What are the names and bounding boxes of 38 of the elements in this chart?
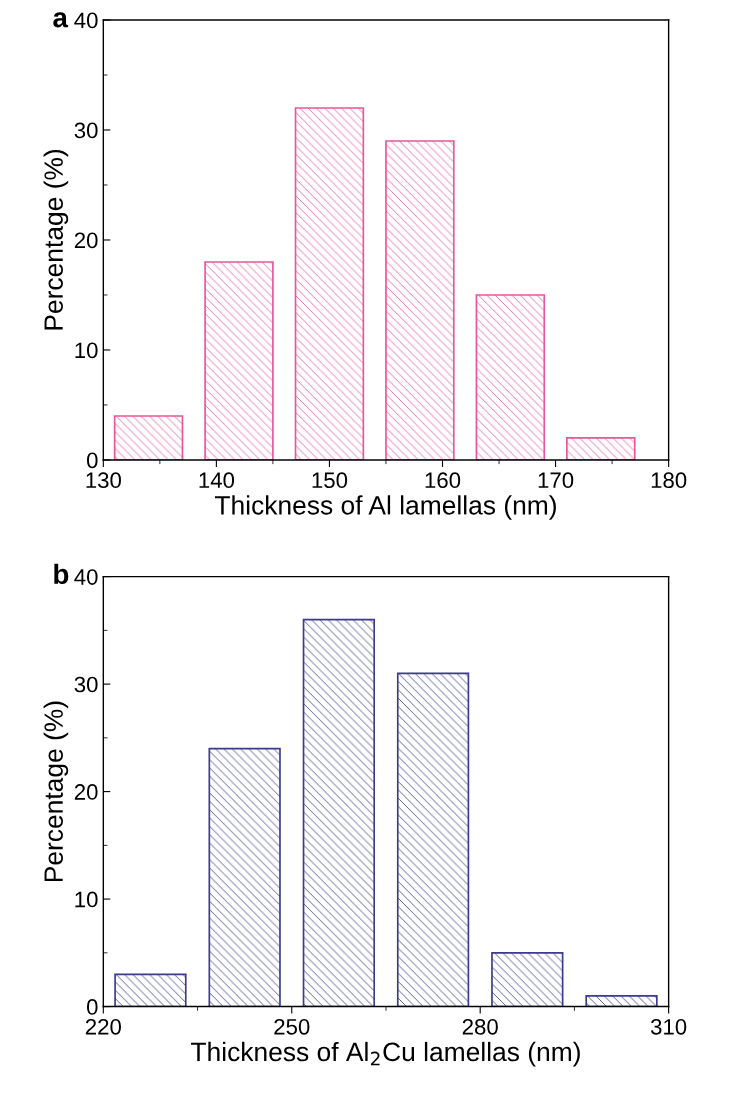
bar: [566, 437, 636, 460]
x-axis-title: Thickness of Al lamellas (nm): [214, 495, 556, 520]
x-tick-label: 250: [274, 1018, 310, 1035]
x-tick-label: 130: [86, 472, 121, 489]
y-tick-label: 20: [74, 232, 98, 249]
bar: [113, 415, 184, 460]
chart-title: a: [53, 12, 69, 28]
y-tick-label: 40: [74, 12, 98, 29]
x-tick-label: 310: [650, 1018, 687, 1035]
x-tick-label: 150: [312, 472, 348, 489]
x-tick-label: 170: [538, 472, 574, 489]
bar: [114, 973, 187, 1007]
y-tick-label: 10: [75, 891, 98, 908]
x-tick-label: 180: [651, 472, 687, 489]
bar: [302, 618, 376, 1007]
x-tick-label: 280: [462, 1018, 498, 1035]
y-tick-label: 0: [86, 999, 98, 1015]
x-tick-label: 140: [199, 472, 235, 489]
x-axis-title: Thickness of Al$_{2}$Cu lamellas (nm): [191, 1041, 580, 1067]
y-tick-label: 20: [74, 784, 98, 800]
bar: [294, 107, 365, 460]
bar: [204, 261, 274, 460]
bar: [585, 994, 658, 1007]
bar: [208, 747, 281, 1007]
x-tick-label: 160: [425, 472, 461, 489]
y-tick-label: 30: [74, 676, 98, 693]
y-axis-title: Percentage (%): [43, 149, 69, 330]
bar: [475, 294, 546, 460]
y-tick-label: 40: [74, 569, 98, 585]
y-tick-label: 10: [75, 342, 98, 359]
x-tick-label: 220: [85, 1018, 121, 1035]
bar: [396, 672, 470, 1007]
y-axis-title: Percentage (%): [43, 701, 69, 882]
chart-title: b: [54, 563, 69, 585]
y-tick-label: 0: [86, 452, 98, 469]
bar: [491, 951, 564, 1007]
y-tick-label: 30: [74, 122, 98, 139]
bar: [385, 140, 455, 460]
